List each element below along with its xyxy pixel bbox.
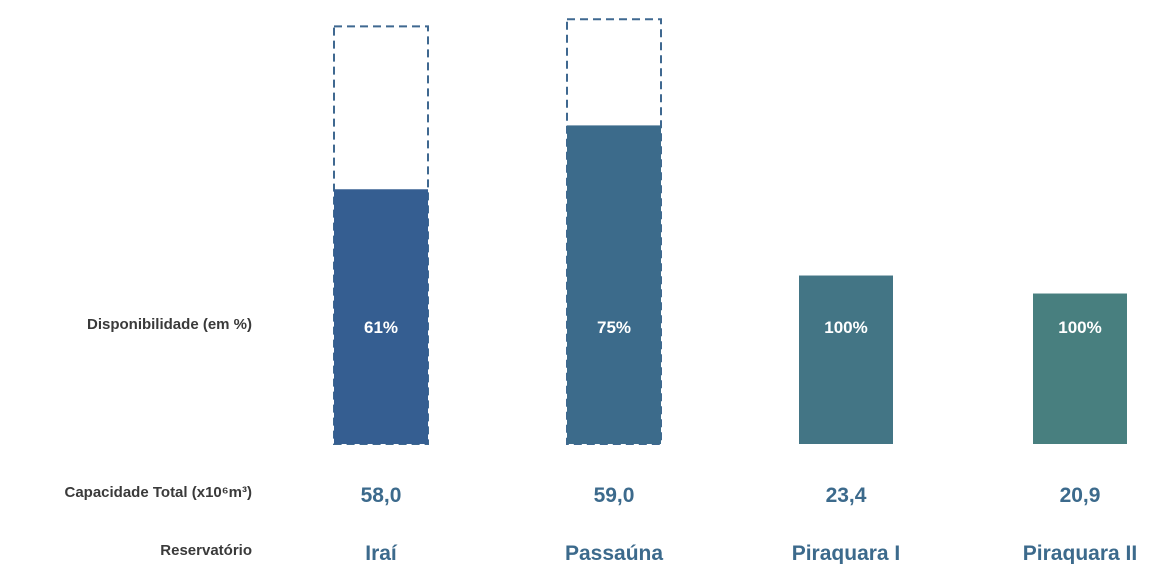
availability-label-2: 100% (824, 318, 867, 337)
availability-label-3: 100% (1058, 318, 1101, 337)
category-label-2: Piraquara I (792, 542, 901, 564)
bar-0 (334, 189, 428, 444)
row-label-reservatorio: Reservatório (160, 542, 252, 559)
bar-1 (567, 125, 661, 445)
bar-2 (799, 275, 893, 444)
capacity-label-1: 59,0 (594, 484, 635, 507)
row-label-disponibilidade: Disponibilidade (em %) (86, 316, 252, 333)
category-label-0: Iraí (365, 542, 398, 564)
row-label-capacidade: Capacidade Total (x10⁶m³) (64, 484, 252, 501)
category-label-1: Passaúna (565, 542, 663, 564)
capacity-label-2: 23,4 (826, 484, 867, 507)
bar-3 (1033, 293, 1127, 444)
category-label-3: Piraquara II (1023, 542, 1137, 564)
capacity-label-0: 58,0 (361, 484, 402, 507)
availability-label-0: 61% (364, 318, 398, 337)
capacity-label-3: 20,9 (1060, 484, 1101, 507)
availability-label-1: 75% (597, 318, 631, 337)
